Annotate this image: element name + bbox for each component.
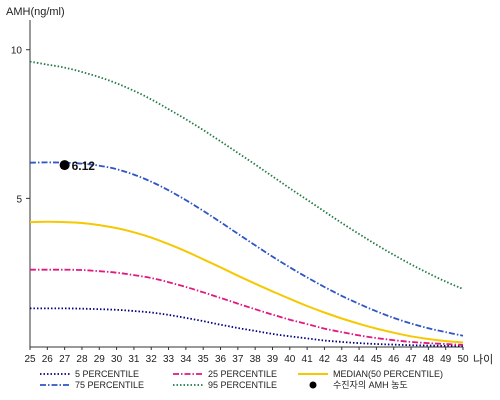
y-axis-label: AMH(ng/ml)	[6, 6, 65, 18]
legend-label-median-50-percentile-: MEDIAN(50 PERCENTILE)	[333, 369, 443, 379]
series-line-75-percentile	[29, 161, 464, 337]
x-axis-label: 나이	[473, 353, 493, 366]
x-tick-label: 33	[163, 354, 175, 365]
x-tick-label: 45	[371, 354, 383, 365]
y-tick-label: 10	[11, 46, 23, 57]
legend-label-95-percentile: 95 PERCENTILE	[208, 380, 277, 390]
legend: 5 PERCENTILE 25 PERCENTILE MEDIAN(50 PERCE…	[40, 369, 443, 390]
legend-label-5-percentile: 5 PERCENTILE	[75, 369, 139, 379]
highlight-point-label: 6.12	[72, 159, 96, 173]
x-tick-label: 34	[180, 354, 192, 365]
x-tick-label: 49	[440, 354, 452, 365]
x-tick-label: 38	[250, 354, 262, 365]
x-tick-label: 43	[336, 354, 348, 365]
highlight-point	[59, 160, 70, 171]
legend-label-highlight-point: 수진자의 AMH 농도	[333, 380, 408, 390]
y-tick-label: 5	[16, 194, 22, 205]
series-line-median-50-percentile-	[29, 220, 464, 344]
x-tick-label: 27	[59, 354, 71, 365]
series-line-95-percentile	[29, 60, 464, 290]
series-line-25-percentile	[29, 268, 464, 346]
x-tick-label: 26	[42, 354, 54, 365]
x-tick-label: 50	[457, 354, 469, 365]
x-axis: 25 26 27 28 29 30 31 32 33 34 35 36 37 38 39 40 41 42 43 44…	[24, 346, 469, 365]
series-line-5-percentile	[30, 307, 464, 347]
x-tick-label: 39	[267, 354, 279, 365]
x-tick-label: 41	[302, 354, 314, 365]
x-tick-label: 29	[94, 354, 106, 365]
x-tick-label: 30	[111, 354, 123, 365]
legend-swatch-highlight-point	[309, 381, 317, 389]
x-tick-label: 44	[354, 354, 366, 365]
x-tick-label: 35	[198, 354, 210, 365]
plot-area	[29, 60, 464, 347]
x-tick-label: 42	[319, 354, 331, 365]
x-tick-label: 32	[146, 354, 158, 365]
highlight-point-group: 6.12	[59, 159, 96, 173]
x-tick-label: 28	[76, 354, 88, 365]
x-tick-label: 46	[388, 354, 400, 365]
x-tick-label: 36	[215, 354, 227, 365]
legend-label-25-percentile: 25 PERCENTILE	[208, 369, 277, 379]
legend-label-75-percentile: 75 PERCENTILE	[75, 380, 144, 390]
y-axis: 5 10	[11, 20, 31, 347]
x-tick-label: 37	[232, 354, 244, 365]
x-tick-label: 47	[405, 354, 417, 365]
x-tick-label: 25	[24, 354, 36, 365]
x-tick-label: 40	[284, 354, 296, 365]
x-tick-label: 48	[423, 354, 435, 365]
x-tick-label: 31	[128, 354, 140, 365]
